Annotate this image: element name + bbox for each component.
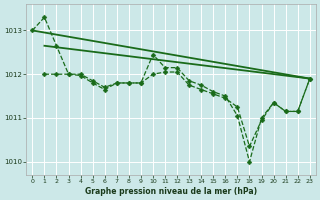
X-axis label: Graphe pression niveau de la mer (hPa): Graphe pression niveau de la mer (hPa) xyxy=(85,187,257,196)
